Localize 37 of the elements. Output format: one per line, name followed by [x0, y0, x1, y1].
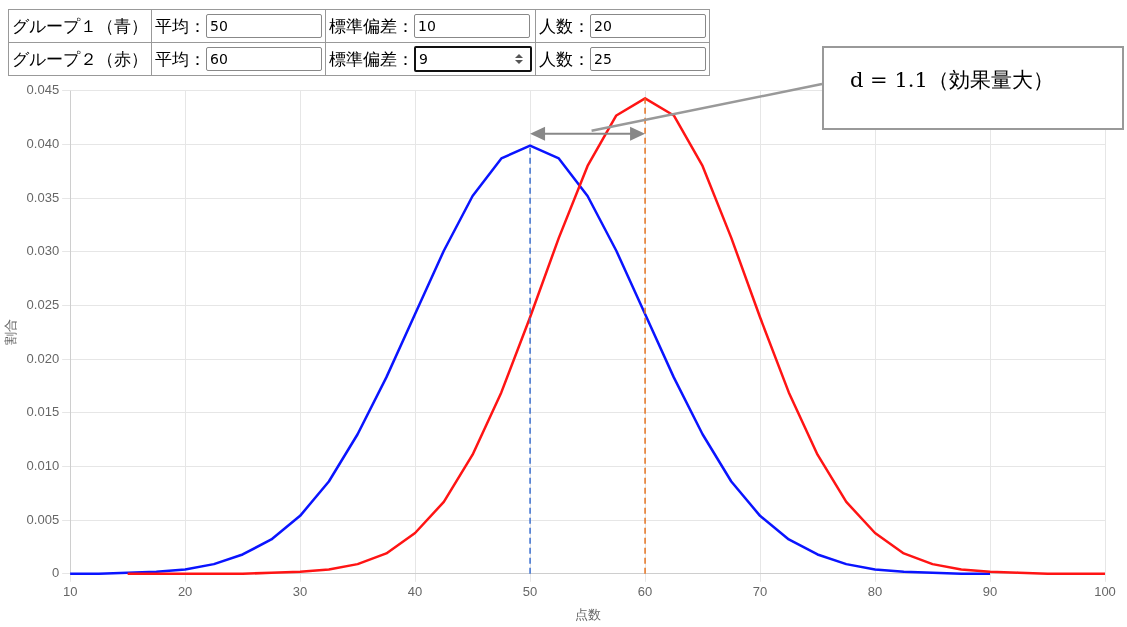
- y-tick-label: 0.040: [26, 136, 60, 152]
- x-tick-label: 100: [1094, 584, 1116, 600]
- text: グループ２（赤）: [8, 42, 152, 76]
- text: 平均：: [155, 15, 206, 36]
- x-axis-title: 点数: [574, 606, 601, 622]
- y-tick-label: 0.035: [26, 189, 60, 205]
- text: 標準偏差：: [329, 15, 414, 36]
- y-tick-label: 0.030: [26, 243, 60, 259]
- text-field: 9: [414, 46, 532, 72]
- y-tick-label: 0.015: [26, 404, 60, 420]
- x-tick-label: 90: [982, 584, 998, 600]
- text: 人数：: [539, 15, 590, 36]
- y-tick-label: 0.010: [26, 458, 60, 474]
- y-tick-label: 0.025: [26, 297, 60, 313]
- text-field: 60: [206, 47, 322, 71]
- x-tick-label: 50: [522, 584, 538, 600]
- text: グループ１（青）: [8, 9, 152, 43]
- text-field: 25: [590, 47, 706, 71]
- text-field: 20: [590, 14, 706, 38]
- x-tick-label: 80: [867, 584, 883, 600]
- x-tick-label: 70: [752, 584, 768, 600]
- x-tick-label: 40: [407, 584, 423, 600]
- text: 平均：: [155, 48, 206, 69]
- y-axis-title: 割合: [3, 319, 19, 346]
- text: 標準偏差：: [329, 48, 414, 69]
- callout-box: d = 1.1（効果量大）: [822, 46, 1124, 130]
- y-tick-label: 0.045: [26, 82, 60, 98]
- y-tick-label: 0: [51, 565, 60, 581]
- text-field: 50: [206, 14, 322, 38]
- text: 人数：: [539, 48, 590, 69]
- x-tick-label: 30: [292, 584, 308, 600]
- x-tick-label: 60: [637, 584, 653, 600]
- text-field: 10: [414, 14, 530, 38]
- x-tick-label: 20: [177, 584, 193, 600]
- y-tick-label: 0.020: [26, 350, 60, 366]
- x-tick-label: 10: [62, 584, 78, 600]
- y-tick-label: 0.005: [26, 511, 60, 527]
